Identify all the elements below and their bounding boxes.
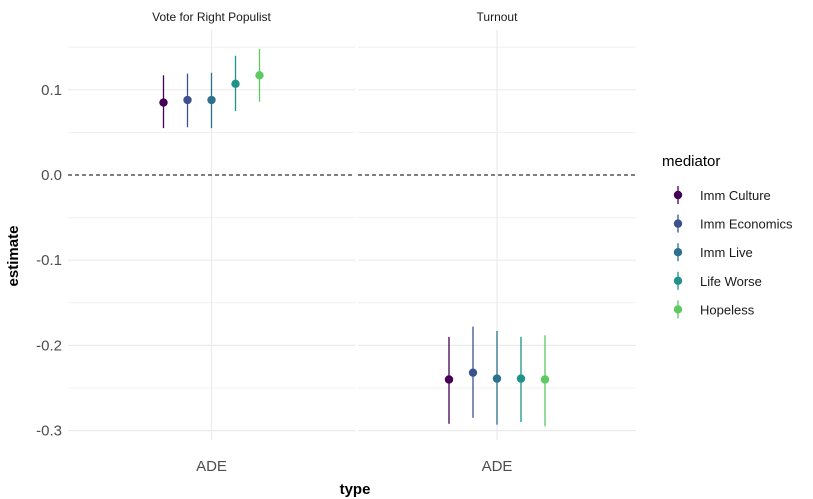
legend-key-point bbox=[673, 190, 683, 200]
y-tick-label: -0.1 bbox=[36, 252, 62, 269]
x-tick-label: ADE bbox=[482, 458, 513, 475]
facet-titles: Vote for Right Populist Turnout bbox=[152, 10, 518, 24]
data-point bbox=[159, 98, 168, 107]
data-marks bbox=[159, 48, 550, 427]
y-tick-label: 0.1 bbox=[41, 82, 62, 99]
legend-title: mediator bbox=[662, 153, 720, 170]
y-tick-label: -0.2 bbox=[36, 337, 62, 354]
data-point bbox=[492, 374, 502, 383]
grid-layer bbox=[68, 30, 636, 440]
facet-title: Vote for Right Populist bbox=[152, 10, 271, 24]
y-axis-ticks: 0.1 0.0 -0.1 -0.2 -0.3 bbox=[36, 82, 62, 440]
legend-label: Imm Culture bbox=[700, 188, 771, 203]
data-point bbox=[468, 368, 478, 377]
x-tick-label: ADE bbox=[196, 458, 227, 475]
data-point bbox=[540, 375, 550, 384]
data-point bbox=[255, 71, 264, 80]
x-axis-title: type bbox=[340, 481, 371, 498]
legend-key-point bbox=[673, 219, 683, 228]
data-point bbox=[207, 95, 216, 105]
legend: mediator Imm Culture Imm Economics Imm Liv… bbox=[662, 153, 793, 319]
x-axis-ticks: ADE ADE bbox=[196, 458, 512, 475]
legend-key-point bbox=[673, 248, 683, 257]
data-point bbox=[231, 79, 240, 89]
y-tick-label: 0.0 bbox=[41, 167, 62, 184]
legend-label: Hopeless bbox=[700, 302, 755, 317]
legend-label: Imm Live bbox=[700, 245, 753, 260]
y-axis-title: estimate bbox=[5, 226, 22, 287]
legend-key-point bbox=[673, 276, 683, 285]
legend-label: Life Worse bbox=[700, 274, 762, 289]
facet-title: Turnout bbox=[477, 10, 519, 24]
data-point bbox=[444, 375, 454, 384]
legend-key-point bbox=[673, 305, 683, 314]
data-point bbox=[516, 374, 526, 383]
data-point bbox=[183, 95, 192, 105]
legend-label: Imm Economics bbox=[700, 217, 793, 232]
y-tick-label: -0.3 bbox=[36, 423, 62, 440]
